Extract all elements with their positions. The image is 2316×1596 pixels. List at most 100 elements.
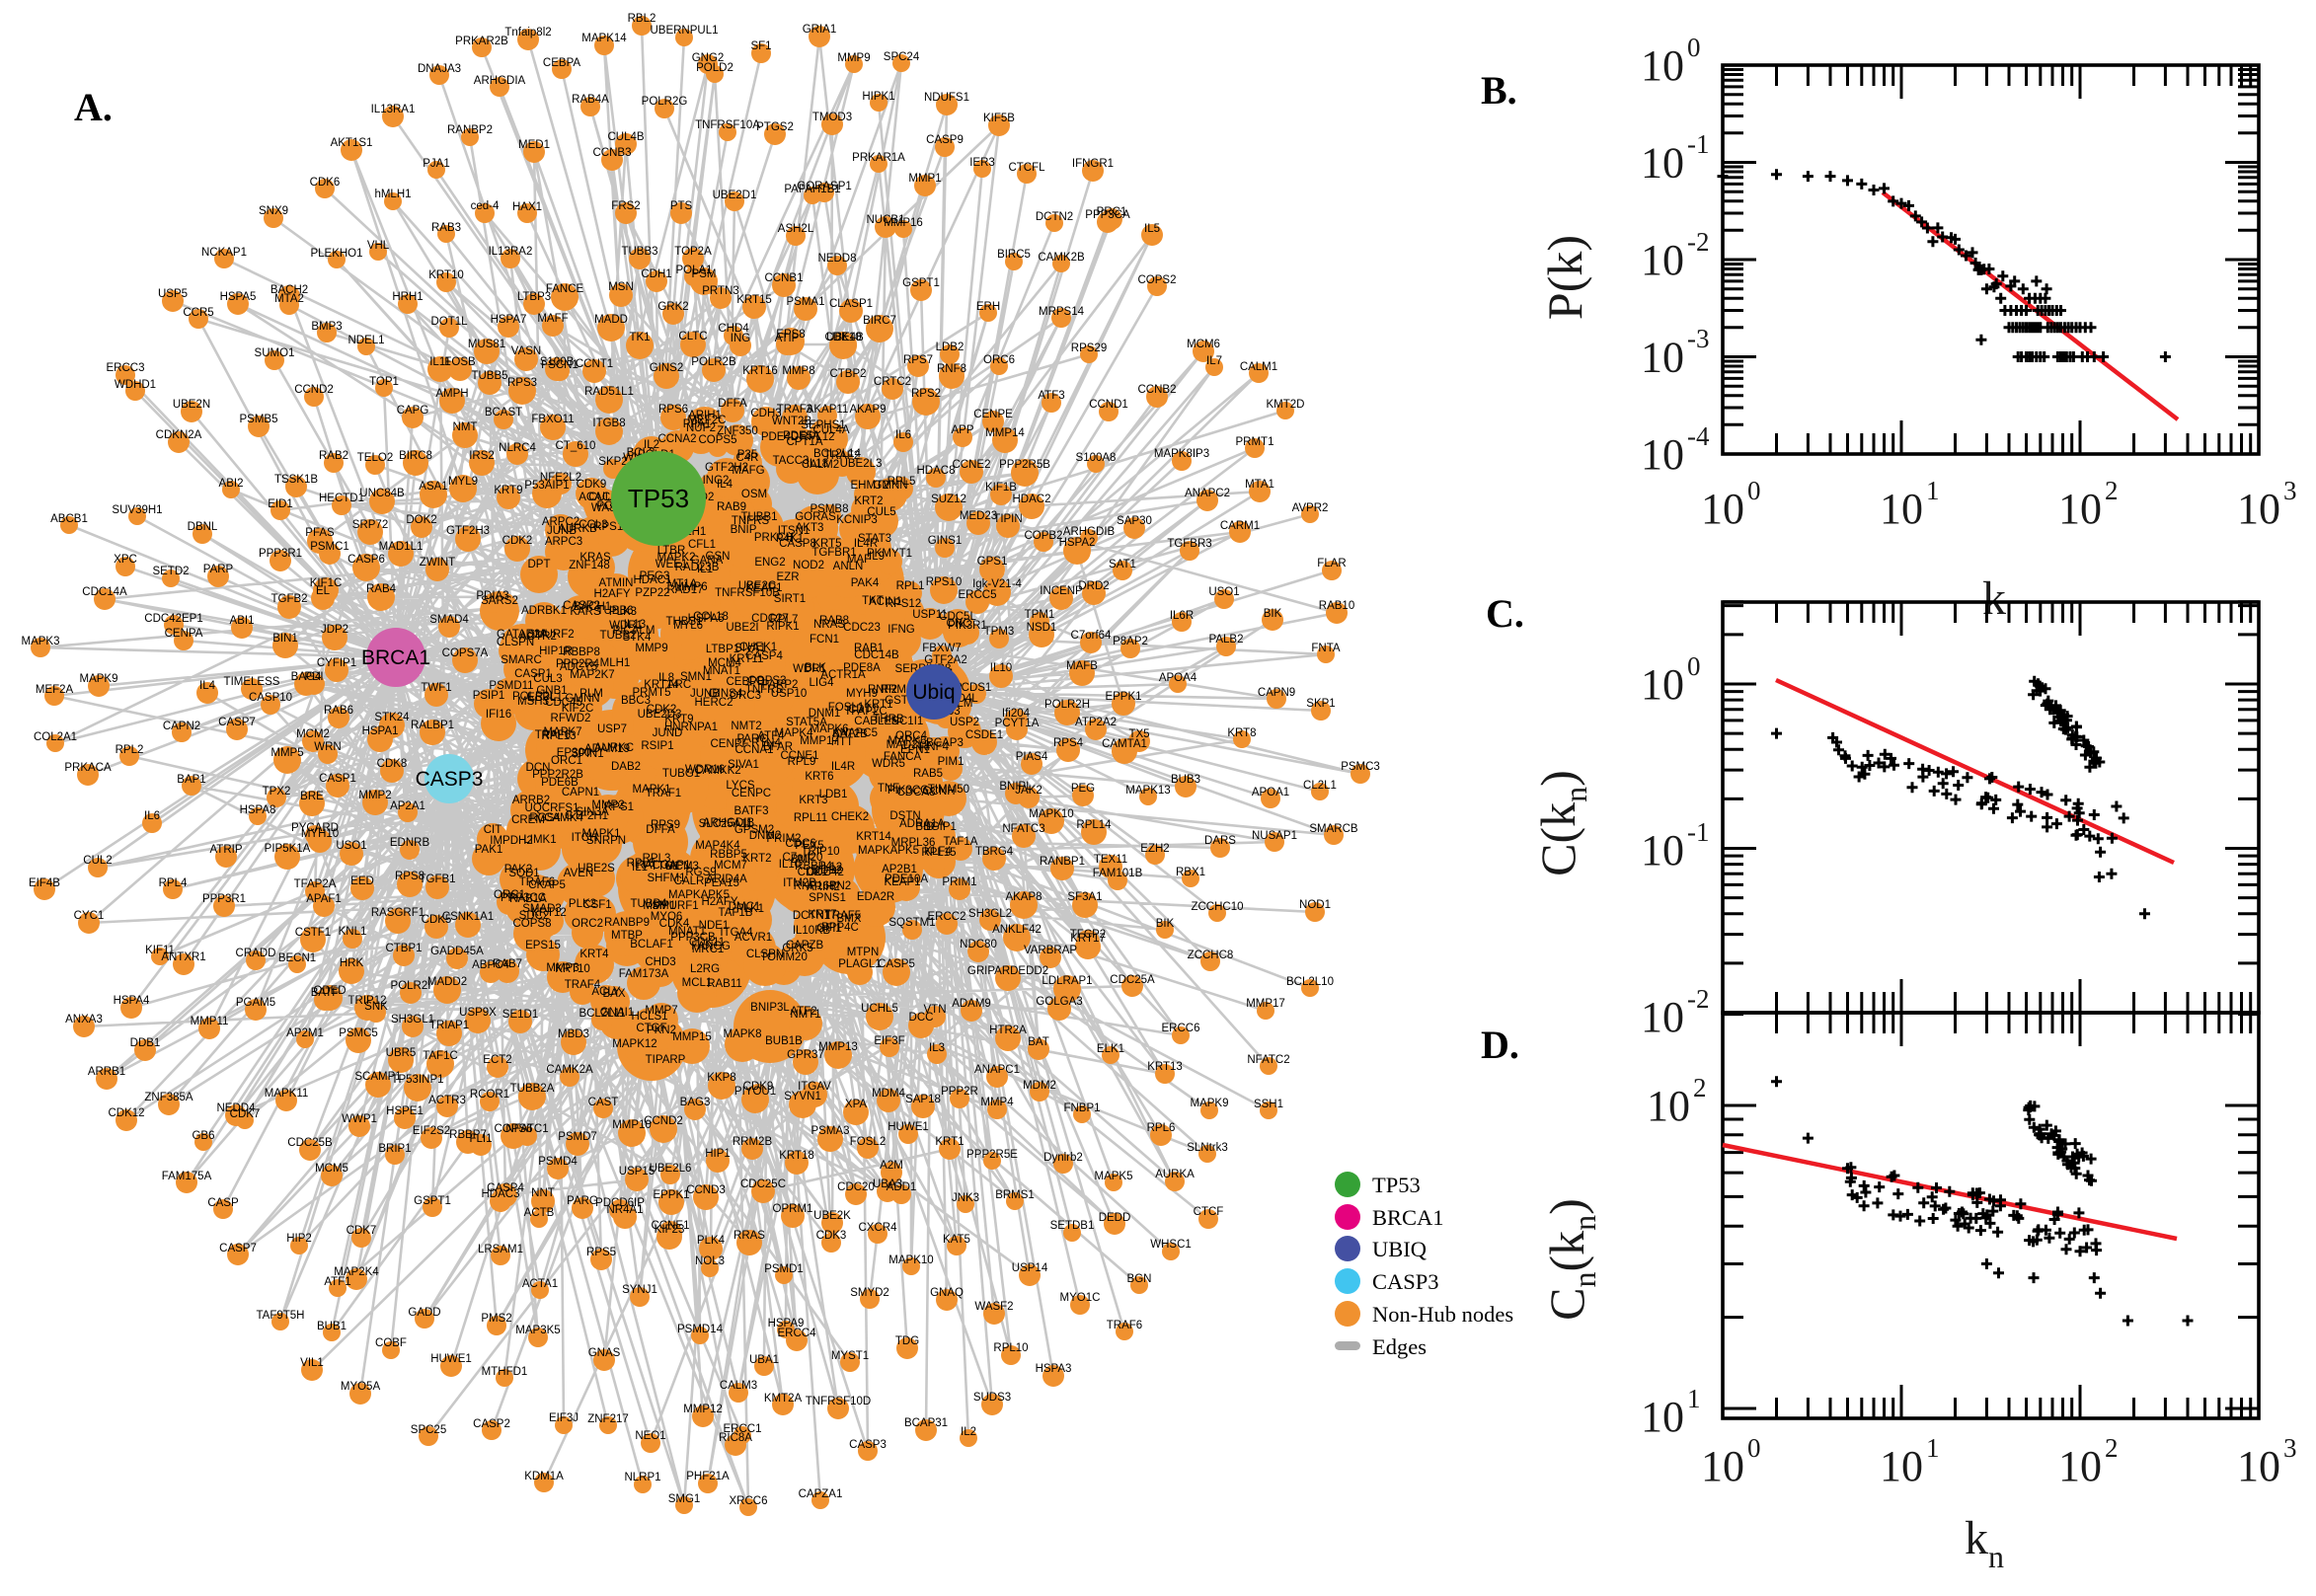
svg-text:TOP2A: TOP2A bbox=[674, 246, 712, 258]
svg-text:LIMK1: LIMK1 bbox=[523, 834, 556, 846]
svg-text:UBIQ: UBIQ bbox=[1372, 1237, 1427, 1261]
svg-text:SMURF1: SMURF1 bbox=[652, 900, 698, 912]
svg-text:MMP17: MMP17 bbox=[800, 735, 839, 747]
svg-text:SUDS3: SUDS3 bbox=[973, 1392, 1011, 1404]
svg-text:CRTC2: CRTC2 bbox=[874, 376, 911, 388]
svg-text:KEAP1: KEAP1 bbox=[884, 876, 920, 888]
svg-text:RPS3: RPS3 bbox=[507, 377, 537, 389]
svg-text:CDK8: CDK8 bbox=[377, 758, 408, 770]
svg-text:OSM: OSM bbox=[741, 489, 767, 500]
svg-text:IL10RB: IL10RB bbox=[793, 925, 831, 937]
svg-text:UBE2D3: UBE2D3 bbox=[638, 709, 682, 721]
svg-text:CTBP1: CTBP1 bbox=[385, 943, 422, 954]
svg-text:GNAQ: GNAQ bbox=[930, 1287, 964, 1299]
svg-text:ABI1: ABI1 bbox=[230, 615, 255, 627]
svg-text:PRIM2: PRIM2 bbox=[766, 833, 801, 845]
svg-text:PZP22: PZP22 bbox=[635, 587, 669, 599]
svg-text:GMNN: GMNN bbox=[873, 480, 907, 492]
svg-text:KIF1B: KIF1B bbox=[985, 482, 1017, 494]
svg-text:CYC1: CYC1 bbox=[74, 910, 105, 922]
svg-text:MYO1C: MYO1C bbox=[1060, 1292, 1101, 1304]
svg-text:RAD23B: RAD23B bbox=[675, 562, 720, 573]
svg-text:WWP1: WWP1 bbox=[342, 1113, 377, 1125]
svg-text:WDR16: WDR16 bbox=[685, 764, 725, 776]
svg-text:CUL2: CUL2 bbox=[83, 855, 112, 867]
svg-text:ATF4: ATF4 bbox=[757, 730, 785, 742]
svg-text:MCM7: MCM7 bbox=[714, 860, 747, 872]
svg-text:CASP5: CASP5 bbox=[878, 958, 915, 970]
svg-text:MAPK5: MAPK5 bbox=[1095, 1171, 1133, 1182]
svg-text:HNRNPA1: HNRNPA1 bbox=[664, 722, 718, 733]
svg-text:CTBP2: CTBP2 bbox=[829, 368, 866, 380]
svg-text:HECTD1: HECTD1 bbox=[319, 493, 364, 504]
svg-text:SH3GL1: SH3GL1 bbox=[391, 1014, 434, 1026]
svg-text:ABI2: ABI2 bbox=[219, 478, 244, 490]
svg-text:MAPK10: MAPK10 bbox=[888, 1254, 933, 1266]
svg-text:ACTB: ACTB bbox=[524, 1207, 555, 1219]
svg-text:STAT3: STAT3 bbox=[858, 533, 891, 545]
svg-text:MCM4: MCM4 bbox=[708, 657, 741, 669]
svg-text:HSPA9: HSPA9 bbox=[768, 1318, 805, 1330]
svg-text:HUWE1: HUWE1 bbox=[430, 1353, 472, 1365]
svg-text:10: 10 bbox=[2058, 485, 2102, 533]
svg-text:TRIP10: TRIP10 bbox=[802, 846, 840, 858]
svg-text:TUBB3: TUBB3 bbox=[621, 246, 657, 258]
svg-text:P4K1: P4K1 bbox=[776, 533, 804, 545]
svg-text:ACTR2: ACTR2 bbox=[519, 631, 557, 643]
svg-text:FOSL1: FOSL1 bbox=[828, 702, 864, 714]
svg-text:MTA1: MTA1 bbox=[1245, 479, 1274, 491]
svg-text:PLM: PLM bbox=[579, 688, 603, 700]
svg-text:RAB8: RAB8 bbox=[819, 615, 849, 627]
svg-text:KRT16: KRT16 bbox=[742, 365, 778, 377]
svg-text:PSMD7: PSMD7 bbox=[558, 1131, 597, 1143]
svg-text:MMP2: MMP2 bbox=[591, 799, 624, 811]
svg-text:PDE5A: PDE5A bbox=[783, 430, 820, 442]
svg-text:CUL3: CUL3 bbox=[533, 673, 562, 685]
svg-text:SH3GL2: SH3GL2 bbox=[968, 908, 1012, 920]
svg-text:MMP8: MMP8 bbox=[782, 365, 814, 377]
svg-text:SUZ12: SUZ12 bbox=[931, 494, 966, 505]
svg-text:TMOD3: TMOD3 bbox=[812, 112, 852, 123]
svg-text:BRE: BRE bbox=[300, 791, 324, 802]
svg-text:TNFRS: TNFRS bbox=[745, 684, 784, 696]
svg-text:RPL12: RPL12 bbox=[800, 431, 834, 443]
svg-text:KRT11: KRT11 bbox=[730, 653, 764, 665]
svg-text:TP53: TP53 bbox=[1372, 1173, 1421, 1197]
svg-text:MAPK6: MAPK6 bbox=[888, 735, 927, 747]
svg-text:APP: APP bbox=[951, 424, 973, 436]
svg-text:CASP6: CASP6 bbox=[347, 554, 385, 566]
svg-text:PRKCH: PRKCH bbox=[754, 532, 794, 544]
svg-text:SIVA1: SIVA1 bbox=[728, 759, 759, 771]
svg-text:WASF2: WASF2 bbox=[974, 1301, 1013, 1313]
svg-text:CCNA2: CCNA2 bbox=[658, 433, 697, 445]
svg-text:RBBP4: RBBP4 bbox=[795, 861, 832, 873]
svg-text:MAPK13: MAPK13 bbox=[1125, 785, 1170, 797]
svg-text:GPSM2: GPSM2 bbox=[734, 824, 774, 836]
svg-text:ZCCHC8: ZCCHC8 bbox=[1188, 950, 1234, 961]
svg-text:PDE10A: PDE10A bbox=[885, 874, 928, 885]
svg-text:H2AFY: H2AFY bbox=[701, 896, 737, 908]
svg-text:MMP17: MMP17 bbox=[1246, 998, 1285, 1010]
svg-text:CASP7: CASP7 bbox=[219, 1243, 257, 1254]
svg-text:RPS1: RPS1 bbox=[604, 801, 634, 813]
svg-text:CPT1A: CPT1A bbox=[786, 436, 822, 448]
svg-text:MCM3: MCM3 bbox=[665, 861, 699, 873]
svg-text:D.: D. bbox=[1481, 1023, 1519, 1067]
svg-text:COPS2: COPS2 bbox=[1138, 274, 1177, 286]
svg-text:B.: B. bbox=[1481, 68, 1517, 113]
svg-text:SKP1: SKP1 bbox=[1306, 698, 1335, 710]
svg-text:POLA1: POLA1 bbox=[675, 265, 712, 276]
svg-text:ANAPC1: ANAPC1 bbox=[974, 1064, 1020, 1076]
svg-text:AKT1S1: AKT1S1 bbox=[331, 137, 373, 149]
svg-text:Edges: Edges bbox=[1372, 1334, 1427, 1359]
svg-text:TPM1: TPM1 bbox=[1025, 609, 1055, 621]
svg-text:JUNB: JUNB bbox=[690, 688, 720, 700]
svg-text:TIMM50: TIMM50 bbox=[928, 784, 969, 796]
svg-text:kn: kn bbox=[1965, 1512, 2004, 1574]
svg-text:MMP9: MMP9 bbox=[635, 643, 667, 654]
svg-text:MMP9: MMP9 bbox=[837, 52, 870, 64]
svg-text:0: 0 bbox=[1747, 476, 1761, 505]
svg-text:10: 10 bbox=[1641, 41, 1684, 90]
svg-text:LTBP1: LTBP1 bbox=[706, 644, 739, 655]
svg-text:TAF1C: TAF1C bbox=[423, 1050, 458, 1062]
